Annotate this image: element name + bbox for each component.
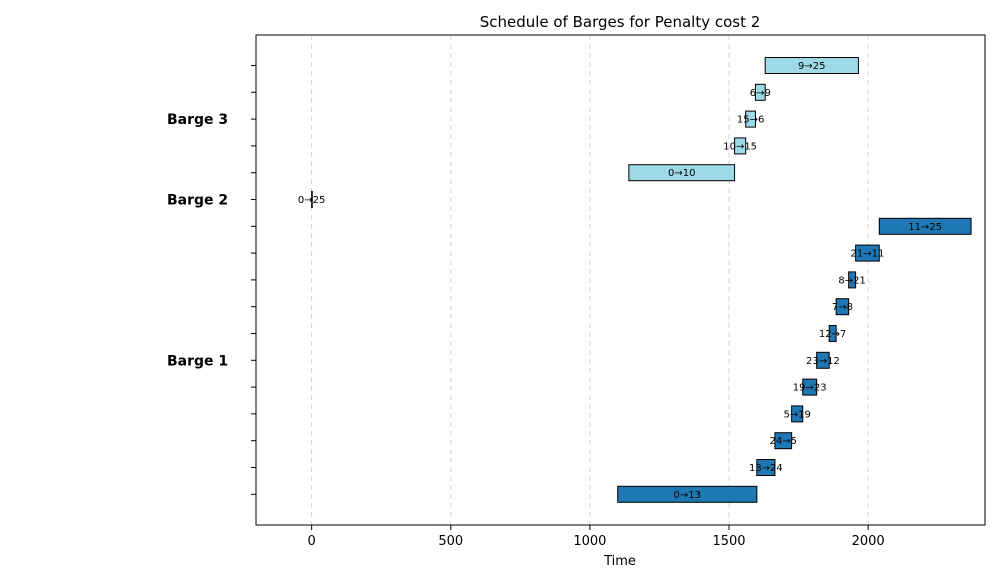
task-bar — [745, 110, 756, 128]
task-bar — [855, 244, 880, 262]
task-bar — [835, 298, 850, 316]
task-bar-label: 8→21 — [838, 275, 865, 286]
task-bar — [802, 378, 818, 396]
task-bar-label: 0→25 — [298, 195, 325, 206]
bar-layer: 0→13 13→24 24→5 5→19 19→23 23→12 12→7 7→8 8→21 21… — [298, 57, 972, 503]
task-bar — [311, 191, 313, 208]
chart-title: Schedule of Barges for Penalty cost 2 — [480, 13, 761, 31]
barge-group-label: Barge 3 — [167, 112, 228, 128]
task-bar-label: 11→25 — [908, 222, 942, 233]
x-tick-label: 0 — [308, 534, 316, 549]
task-bar — [878, 217, 972, 235]
task-bar — [791, 405, 804, 423]
x-tick-label: 500 — [438, 534, 463, 549]
x-axis-label: Time — [603, 554, 636, 569]
task-bar-label: 9→25 — [798, 61, 825, 72]
grid-layer — [311, 35, 869, 525]
x-tick-label: 1000 — [573, 534, 606, 549]
task-bar-label: 6→9 — [750, 88, 771, 99]
task-bar — [754, 83, 766, 101]
task-bar — [774, 432, 793, 450]
task-bar — [628, 164, 736, 182]
x-tick-label: 1500 — [712, 534, 745, 549]
task-bar-label: 5→19 — [783, 409, 810, 420]
task-bar-label: 13→24 — [749, 463, 783, 474]
task-bar-label: 19→23 — [793, 383, 827, 394]
task-bar-label: 12→7 — [819, 329, 846, 340]
task-bar-label: 24→5 — [770, 436, 797, 447]
task-bar — [764, 57, 859, 74]
task-bar — [828, 325, 837, 342]
axis-layer: 0 500 1000 1500 2000 Barge 1 Barge 2 Barge 3 — [167, 65, 885, 549]
task-bar-label: 23→12 — [806, 356, 840, 367]
task-bar-label: 10→15 — [723, 141, 757, 152]
task-bar — [816, 351, 830, 369]
plot-frame — [255, 34, 986, 526]
task-bar-label: 21→11 — [851, 249, 885, 260]
task-bar-label: 0→13 — [674, 490, 701, 501]
barge-group-label: Barge 2 — [167, 193, 228, 209]
barge-group-label: Barge 1 — [167, 353, 228, 369]
task-bar-label: 15→6 — [737, 115, 764, 126]
task-bar — [756, 459, 776, 476]
task-bar-label: 0→10 — [668, 168, 695, 179]
task-bar — [848, 271, 857, 289]
x-tick-label: 2000 — [852, 534, 885, 549]
task-bar — [617, 485, 758, 503]
task-bar — [734, 137, 747, 155]
task-bar-label: 7→8 — [832, 302, 853, 313]
